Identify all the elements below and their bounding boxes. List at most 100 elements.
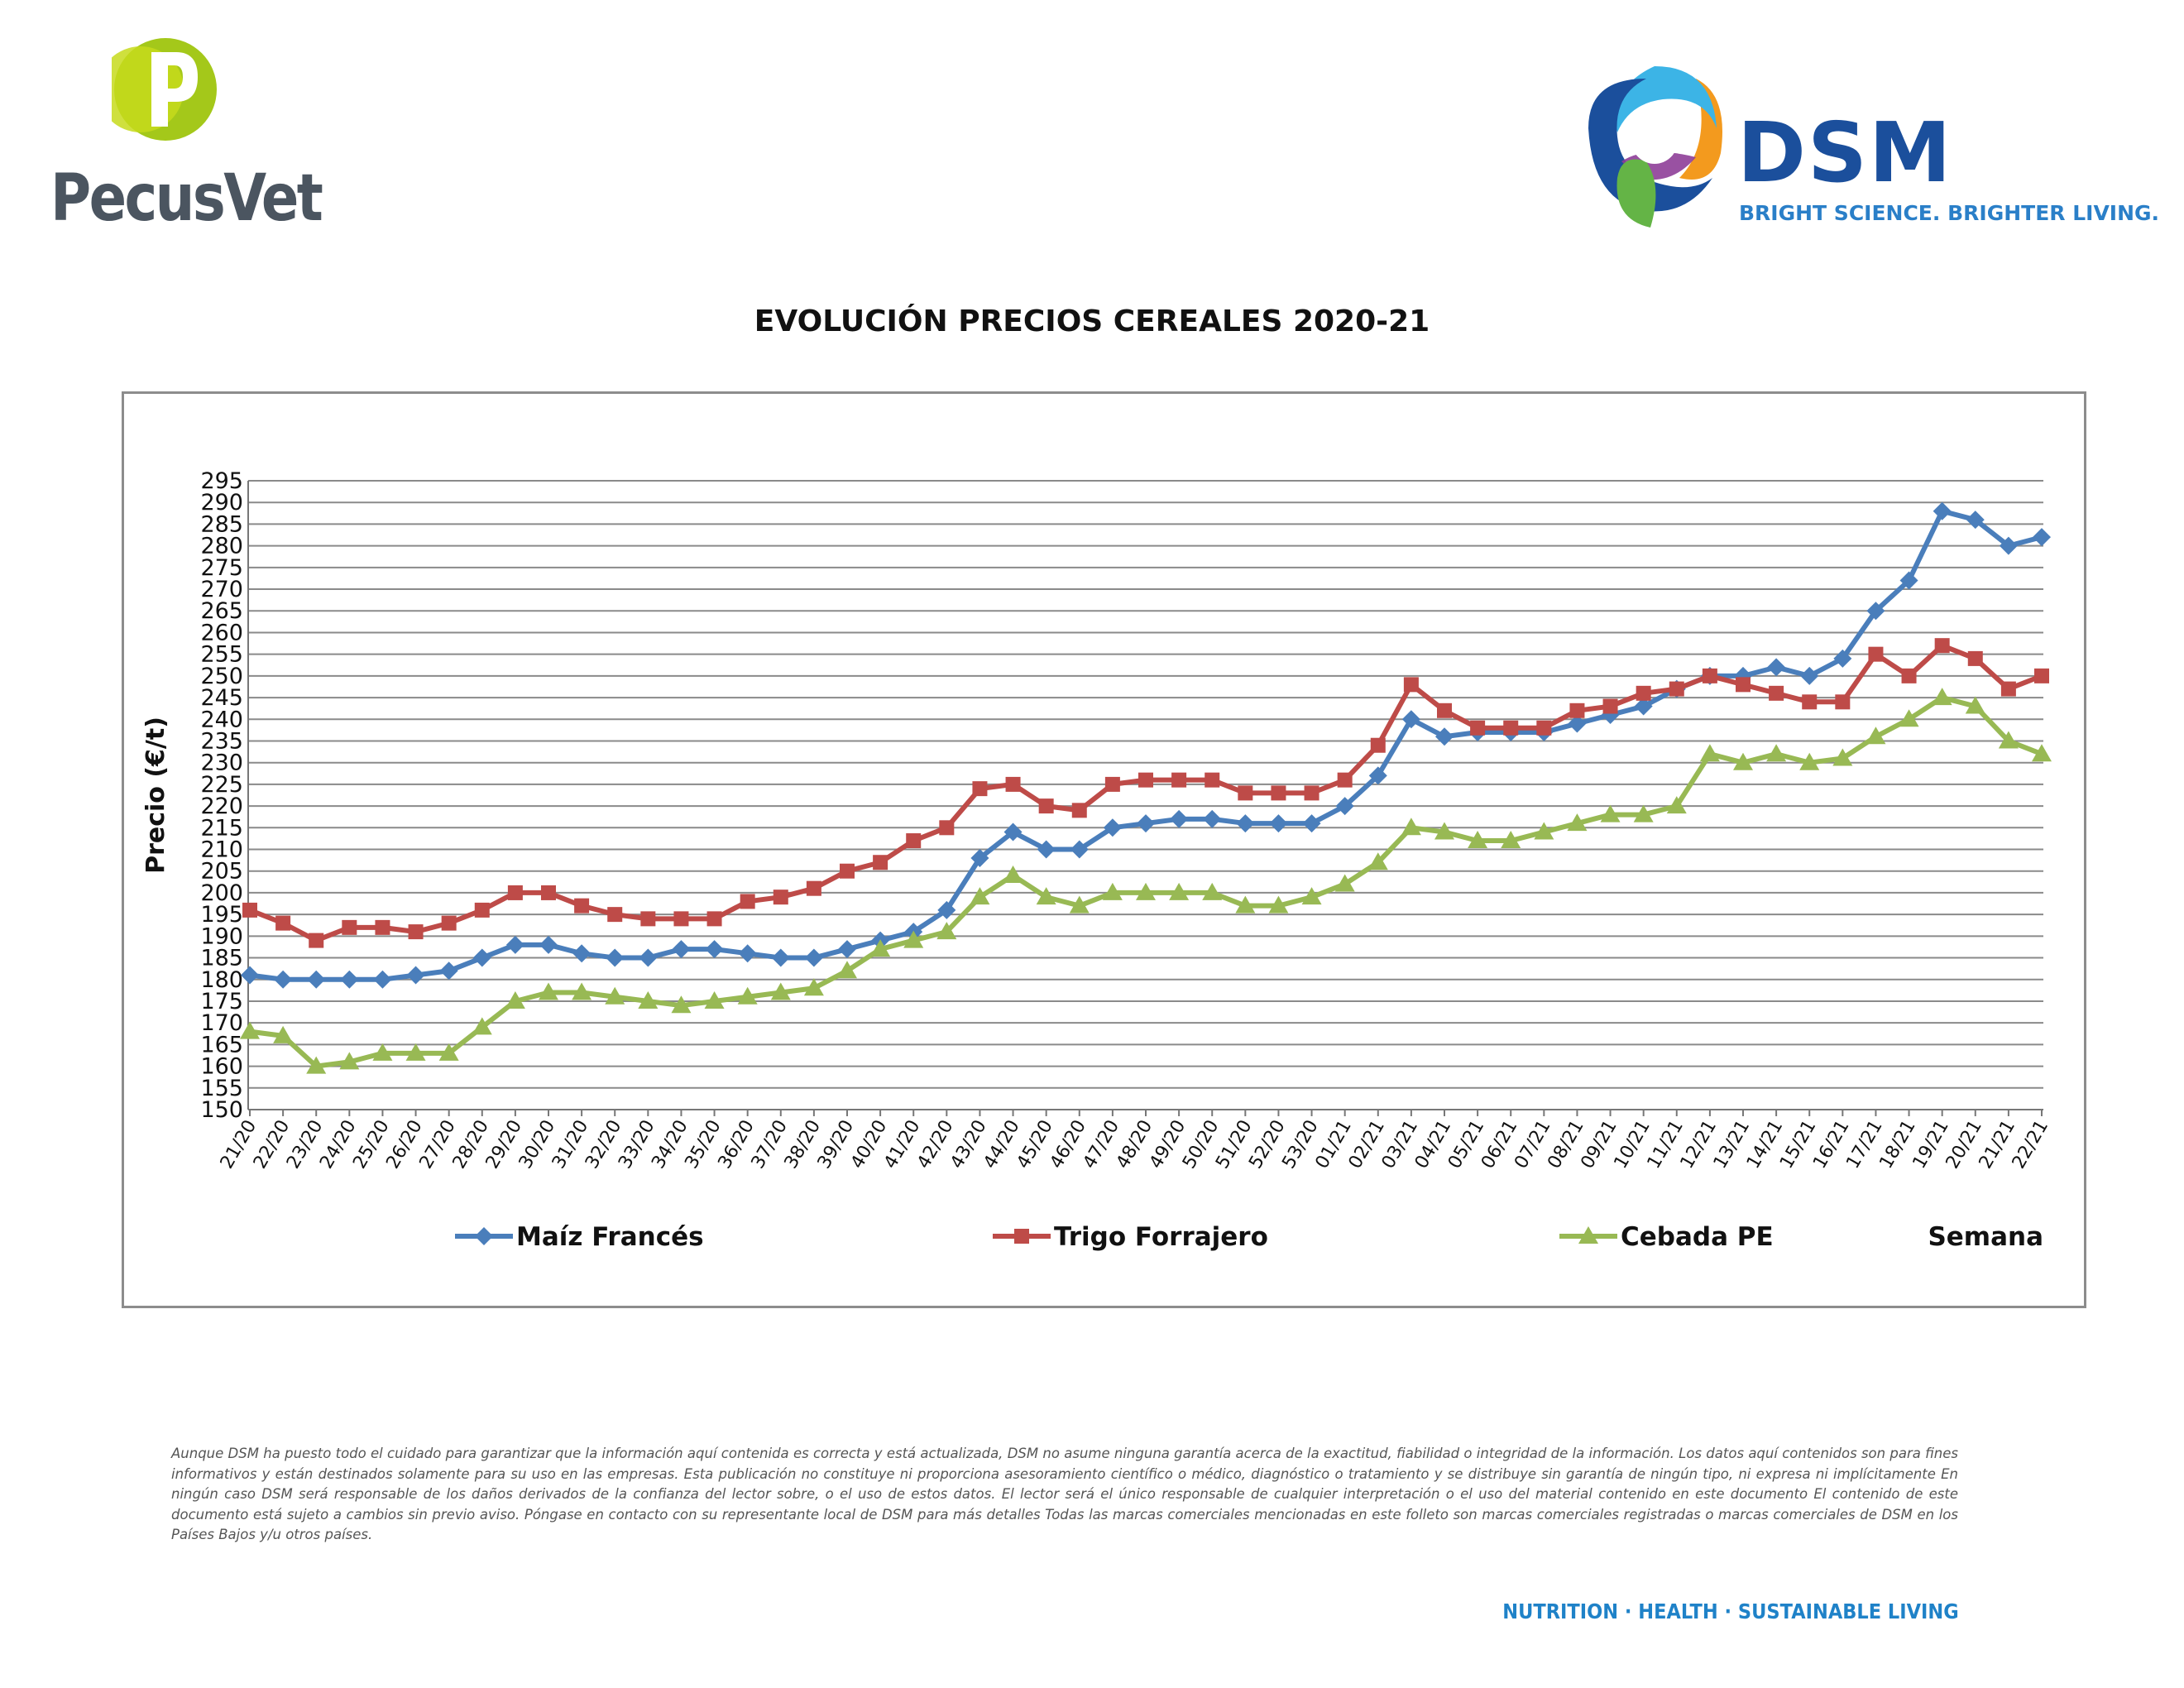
data-point-trigo — [906, 833, 921, 848]
data-point-trigo — [1072, 803, 1087, 818]
legend-marker-maiz — [475, 1227, 493, 1245]
footer-tagline: NUTRITION · HEALTH · SUSTAINABLE LIVING — [1503, 1599, 1959, 1623]
data-point-trigo — [1006, 777, 1021, 792]
data-point-trigo — [1305, 785, 1320, 800]
data-point-trigo — [1736, 677, 1751, 692]
data-point-maiz — [805, 949, 823, 967]
legal-disclaimer: Aunque DSM ha puesto todo el cuidado par… — [171, 1444, 1958, 1546]
pecusvet-wordmark: PecusVet — [50, 161, 321, 236]
data-point-trigo — [1171, 773, 1186, 788]
data-point-maiz — [506, 936, 524, 954]
data-point-cebada — [1700, 744, 1720, 761]
data-point-maiz — [307, 971, 325, 989]
data-point-trigo — [375, 920, 390, 935]
dsm-logo: DSM BRIGHT SCIENCE. BRIGHTER LIVING. — [1572, 62, 2118, 244]
price-line-chart: 1501551601651701751801851901952002052102… — [124, 394, 2084, 1306]
data-point-maiz — [373, 971, 391, 989]
data-point-trigo — [840, 864, 855, 879]
data-point-maiz — [1435, 727, 1454, 746]
dsm-tagline: BRIGHT SCIENCE. BRIGHTER LIVING. — [1739, 201, 2159, 225]
data-point-trigo — [2001, 682, 2016, 697]
data-point-trigo — [1603, 699, 1618, 714]
data-point-trigo — [1039, 798, 1054, 813]
data-point-maiz — [440, 961, 458, 980]
data-point-maiz — [1269, 814, 1287, 832]
data-point-trigo — [242, 903, 257, 918]
data-point-maiz — [1170, 810, 1188, 828]
data-point-trigo — [972, 781, 987, 796]
data-point-trigo — [508, 885, 523, 900]
legend-label-trigo: Trigo Forrajero — [1054, 1222, 1268, 1252]
dsm-swirl-icon — [1572, 62, 1737, 240]
data-point-trigo — [1105, 777, 1120, 792]
data-point-maiz — [1137, 814, 1155, 832]
dsm-wordmark: DSM — [1737, 112, 1953, 194]
data-point-trigo — [1868, 647, 1883, 662]
data-point-trigo — [1935, 638, 1950, 653]
data-point-trigo — [607, 907, 622, 922]
chart-title: EVOLUCIÓN PRECIOS CEREALES 2020-21 — [0, 305, 2184, 338]
data-point-trigo — [707, 911, 722, 926]
data-point-trigo — [1404, 677, 1419, 692]
data-point-trigo — [2034, 669, 2049, 683]
data-point-trigo — [442, 916, 457, 931]
data-point-maiz — [1236, 814, 1254, 832]
data-point-maiz — [1037, 841, 1056, 859]
data-point-trigo — [740, 894, 755, 909]
data-point-maiz — [606, 949, 624, 967]
data-point-trigo — [1271, 785, 1286, 800]
pecusvet-logo: PecusVet — [46, 37, 294, 236]
data-point-trigo — [475, 903, 490, 918]
data-point-trigo — [873, 855, 888, 870]
data-point-maiz — [1203, 810, 1221, 828]
data-point-maiz — [1933, 502, 1952, 520]
data-point-trigo — [1902, 669, 1917, 683]
data-point-trigo — [1470, 721, 1485, 736]
data-point-trigo — [1968, 651, 1983, 666]
data-point-trigo — [774, 890, 788, 904]
data-point-trigo — [1769, 686, 1784, 701]
data-point-maiz — [340, 971, 358, 989]
x-axis-label: Semana — [1928, 1222, 2043, 1252]
data-point-trigo — [1238, 785, 1252, 800]
legend-marker-trigo — [1014, 1229, 1029, 1244]
data-point-maiz — [672, 940, 690, 958]
data-point-trigo — [1338, 773, 1353, 788]
data-point-trigo — [640, 911, 655, 926]
data-point-trigo — [1536, 721, 1551, 736]
data-point-trigo — [342, 920, 357, 935]
legend-label-cebada: Cebada PE — [1621, 1222, 1774, 1252]
series-line-maiz — [250, 511, 2042, 980]
data-point-trigo — [309, 933, 323, 948]
data-point-trigo — [1503, 721, 1518, 736]
data-point-trigo — [1669, 682, 1684, 697]
data-point-maiz — [1767, 658, 1785, 676]
data-point-trigo — [541, 885, 556, 900]
data-point-trigo — [1636, 686, 1651, 701]
data-point-trigo — [939, 820, 954, 835]
data-point-maiz — [1303, 814, 1321, 832]
data-point-trigo — [1138, 773, 1153, 788]
pecusvet-p-icon — [112, 37, 219, 145]
data-point-trigo — [807, 881, 821, 896]
data-point-maiz — [838, 940, 856, 958]
chart-frame: 150 155 160 165 170 175 180 185 190 195 200 205 210 2… — [122, 391, 2086, 1308]
data-point-cebada — [1766, 744, 1786, 761]
data-point-cebada — [1933, 688, 1952, 705]
data-point-maiz — [572, 944, 591, 962]
data-point-trigo — [1835, 694, 1850, 709]
y-tick-label: 295 — [200, 468, 243, 494]
data-point-maiz — [407, 966, 425, 985]
data-point-trigo — [574, 899, 589, 914]
legend-label-maiz: Maíz Francés — [516, 1222, 704, 1252]
data-point-maiz — [639, 949, 657, 967]
data-point-trigo — [1802, 694, 1817, 709]
y-axis-label: Precio (€/t) — [141, 717, 170, 874]
data-point-trigo — [275, 916, 290, 931]
data-point-trigo — [1703, 669, 1717, 683]
data-point-maiz — [473, 949, 491, 967]
data-point-trigo — [673, 911, 688, 926]
data-point-trigo — [1569, 703, 1584, 718]
data-point-maiz — [539, 936, 558, 954]
data-point-trigo — [409, 924, 424, 939]
